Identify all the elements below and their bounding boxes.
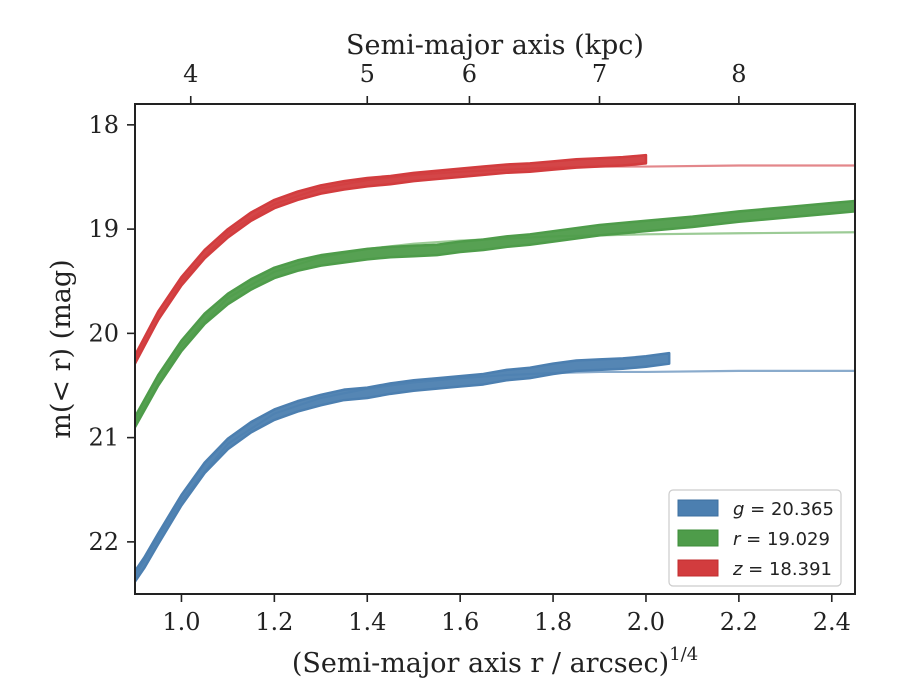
legend: g = 20.365 r = 19.029 z = 18.391 <box>668 489 842 587</box>
y-tick-label: 18 <box>88 111 119 139</box>
profile-bands <box>135 153 855 583</box>
x-tick-label: 2.4 <box>813 608 851 636</box>
plot-frame <box>134 103 856 595</box>
x-axis-title: (Semi-major axis r / arcsec)1/4 <box>292 644 698 679</box>
top-x-axis-title: Semi-major axis (kpc) <box>346 30 644 61</box>
axis-ticks: 1.0 1.2 1.4 1.6 1.8 2.0 2.2 2.4 4 5 6 7 8 18 19 20 21 22 <box>88 60 850 636</box>
x-tick-label: 1.0 <box>162 608 200 636</box>
x-axis-title-superscript: 1/4 <box>669 644 698 665</box>
profile-band-g <box>135 351 671 583</box>
legend-label-g: g = 20.365 <box>733 499 834 520</box>
x-tick-label: 2.0 <box>627 608 665 636</box>
x-tick-label: 2.2 <box>720 608 758 636</box>
top-x-tick-label: 4 <box>183 60 198 88</box>
legend-swatch-g <box>677 499 719 517</box>
y-tick-label: 21 <box>88 424 119 452</box>
legend-swatch-r <box>677 529 719 547</box>
profile-band-r <box>135 199 855 429</box>
x-tick-label: 1.4 <box>348 608 386 636</box>
x-tick-label: 1.6 <box>441 608 479 636</box>
x-axis-title-main: (Semi-major axis r / arcsec) <box>292 648 669 679</box>
top-x-tick-label: 5 <box>360 60 375 88</box>
y-tick-label: 19 <box>88 215 119 243</box>
legend-label-z: z = 18.391 <box>732 559 832 580</box>
top-x-tick-label: 8 <box>731 60 746 88</box>
legend-label-r: r = 19.029 <box>733 529 830 550</box>
profile-band-z <box>135 153 648 365</box>
top-x-tick-label: 6 <box>462 60 477 88</box>
y-tick-label: 20 <box>88 319 119 347</box>
y-tick-label: 22 <box>88 528 119 556</box>
y-axis-title: m(< r) (mag) <box>46 259 77 438</box>
top-x-tick-label: 7 <box>592 60 607 88</box>
legend-swatch-z <box>677 559 719 577</box>
x-tick-label: 1.2 <box>255 608 293 636</box>
x-tick-label: 1.8 <box>534 608 572 636</box>
